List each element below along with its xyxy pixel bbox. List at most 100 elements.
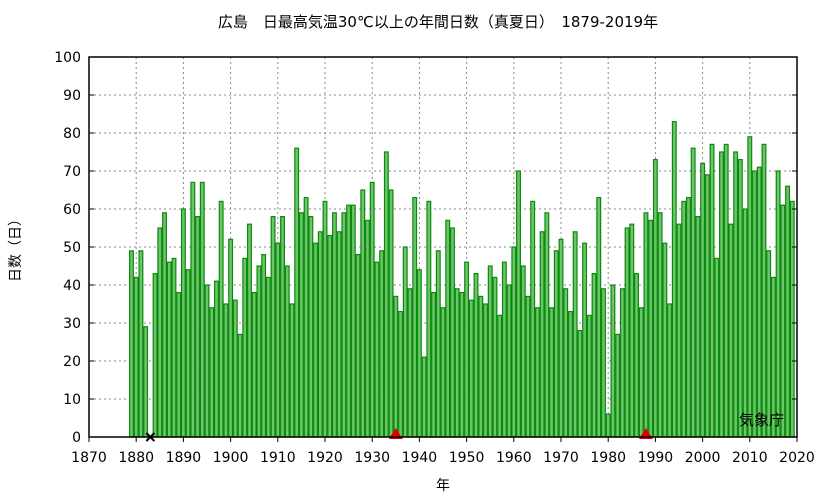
bar-1914 bbox=[294, 147, 300, 438]
x-tick-label: 1980 bbox=[590, 450, 626, 466]
bar-1911 bbox=[280, 216, 285, 438]
bar-1936 bbox=[398, 311, 403, 438]
bar-1937 bbox=[402, 246, 408, 438]
bar-1951 bbox=[468, 299, 474, 438]
bar-1893 bbox=[195, 216, 201, 438]
x-tick-label: 1940 bbox=[402, 450, 438, 466]
bar-1910 bbox=[275, 242, 281, 438]
bar-2009 bbox=[742, 208, 748, 438]
bar-1912 bbox=[284, 265, 290, 438]
bar-1938 bbox=[407, 288, 413, 438]
bar-1947 bbox=[449, 227, 455, 438]
bar-1967 bbox=[544, 212, 550, 438]
bar-1884 bbox=[152, 273, 158, 438]
bar-1976 bbox=[586, 314, 592, 438]
bar-2005 bbox=[723, 143, 729, 438]
y-tick-label: 80 bbox=[63, 126, 81, 142]
bar-1984 bbox=[624, 227, 630, 438]
bar-1890 bbox=[180, 208, 186, 438]
bar-1992 bbox=[662, 242, 668, 438]
bar-1970 bbox=[558, 238, 564, 438]
bar-1924 bbox=[341, 212, 347, 438]
bar-1995 bbox=[676, 223, 682, 438]
bar-1960 bbox=[511, 246, 517, 438]
bar-1975 bbox=[582, 242, 588, 438]
bar-1990 bbox=[652, 159, 658, 438]
bar-1895 bbox=[204, 284, 210, 438]
y-axis-label: 日数（日） bbox=[8, 212, 24, 282]
bar-2014 bbox=[766, 250, 772, 438]
bar-1885 bbox=[157, 227, 163, 438]
bar-1906 bbox=[256, 265, 262, 438]
bar-1991 bbox=[657, 212, 663, 438]
bar-1899 bbox=[223, 303, 229, 438]
bar-1907 bbox=[261, 254, 267, 438]
y-tick-label: 60 bbox=[63, 202, 81, 218]
bar-1965 bbox=[534, 307, 540, 438]
x-tick-label: 1880 bbox=[118, 450, 154, 466]
bar-1921 bbox=[327, 235, 333, 438]
y-tick-label: 40 bbox=[63, 278, 81, 294]
bar-2001 bbox=[704, 174, 710, 438]
bar-1962 bbox=[520, 265, 526, 438]
bar-1950 bbox=[464, 261, 470, 438]
y-tick-label: 0 bbox=[72, 430, 81, 446]
x-tick-label: 2020 bbox=[779, 450, 815, 466]
bar-2007 bbox=[733, 151, 739, 438]
y-tick-label: 30 bbox=[63, 316, 81, 332]
bar-1956 bbox=[492, 276, 498, 438]
plot-frame bbox=[88, 56, 798, 438]
bar-1945 bbox=[440, 307, 446, 438]
bar-1926 bbox=[350, 204, 356, 438]
bar-2012 bbox=[756, 166, 762, 438]
bar-1980 bbox=[605, 413, 611, 438]
bar-1908 bbox=[265, 276, 271, 438]
x-axis-label: 年 bbox=[436, 478, 450, 494]
bar-1881 bbox=[138, 250, 144, 438]
bar-1925 bbox=[346, 204, 352, 438]
bar-1997 bbox=[685, 197, 691, 438]
y-tick-label: 90 bbox=[63, 88, 81, 104]
bar-1981 bbox=[610, 284, 616, 438]
bar-1900 bbox=[228, 238, 234, 438]
bar-1920 bbox=[322, 200, 328, 438]
bar-1968 bbox=[549, 307, 555, 438]
bar-1998 bbox=[690, 147, 696, 438]
bar-1898 bbox=[218, 200, 224, 438]
x-tick-label: 1930 bbox=[354, 450, 390, 466]
bar-1958 bbox=[501, 261, 507, 438]
bar-1955 bbox=[487, 265, 493, 438]
bar-1919 bbox=[317, 231, 323, 438]
bar-1982 bbox=[615, 333, 621, 438]
bar-1986 bbox=[634, 273, 639, 438]
bar-1957 bbox=[497, 314, 503, 438]
x-tick-label: 1960 bbox=[496, 450, 532, 466]
bar-1989 bbox=[648, 219, 654, 438]
bar-1894 bbox=[199, 181, 205, 438]
bar-1935 bbox=[393, 295, 399, 438]
bar-1903 bbox=[242, 257, 248, 438]
bar-1892 bbox=[190, 181, 196, 438]
bar-1971 bbox=[563, 288, 569, 438]
bar-1923 bbox=[336, 231, 342, 438]
bar-1948 bbox=[454, 288, 460, 438]
bar-1913 bbox=[289, 303, 295, 438]
bar-1927 bbox=[355, 254, 361, 438]
bar-2004 bbox=[719, 151, 724, 438]
bar-1930 bbox=[369, 181, 375, 438]
bar-1896 bbox=[209, 307, 215, 438]
bar-2018 bbox=[785, 185, 791, 438]
bar-2017 bbox=[780, 204, 786, 438]
bar-1889 bbox=[176, 292, 182, 438]
bar-1979 bbox=[601, 288, 606, 438]
bar-1905 bbox=[251, 292, 257, 438]
bar-1999 bbox=[695, 216, 701, 438]
bar-1931 bbox=[374, 261, 380, 438]
bar-1932 bbox=[379, 250, 385, 438]
y-tick-label: 10 bbox=[63, 392, 81, 408]
y-tick-label: 70 bbox=[63, 164, 81, 180]
bar-1994 bbox=[671, 120, 677, 438]
bar-1973 bbox=[572, 231, 578, 438]
bar-1880 bbox=[133, 276, 139, 438]
